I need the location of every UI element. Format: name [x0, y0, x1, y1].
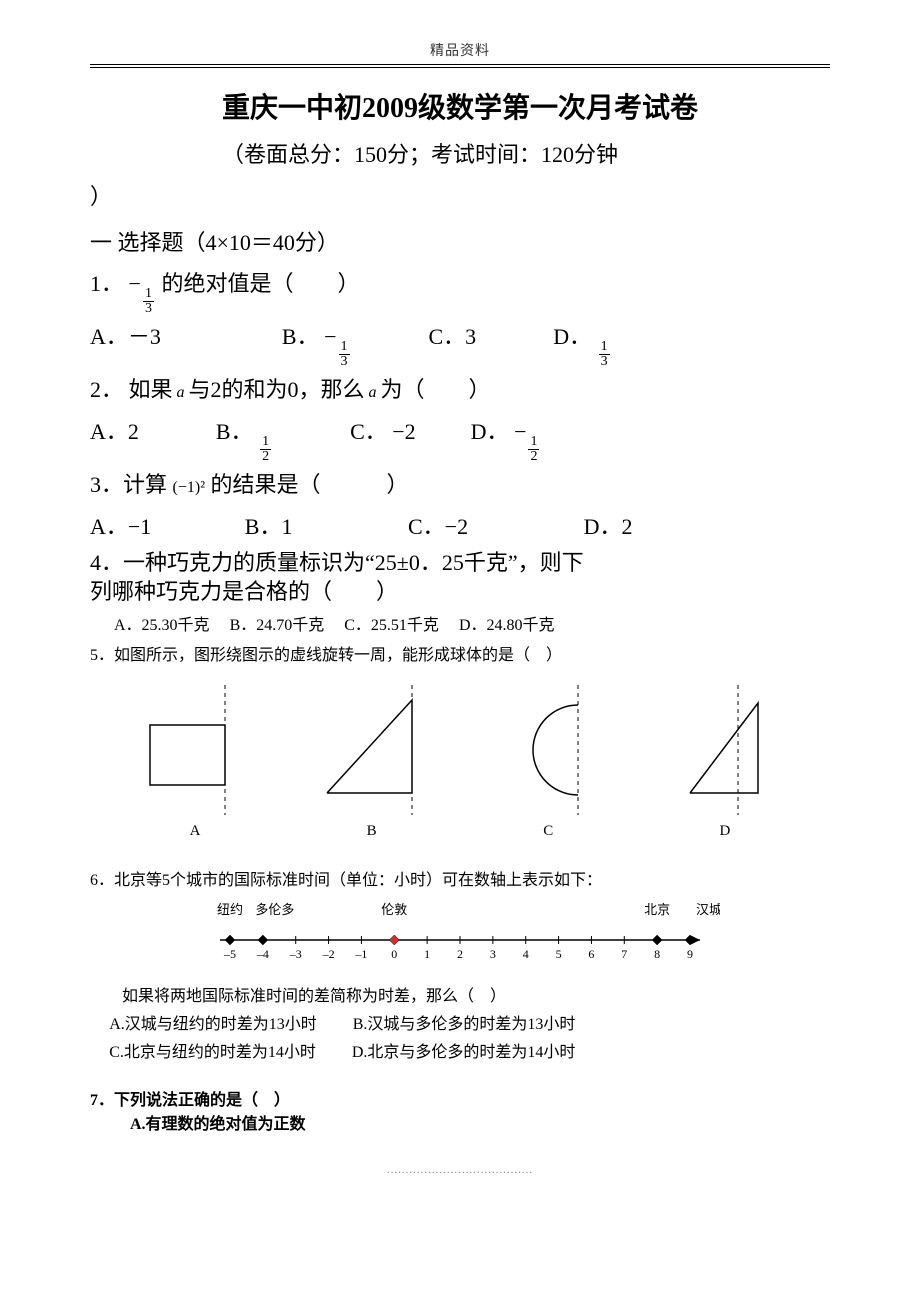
q1-stem-b: 的绝对值是（ ）	[161, 271, 359, 296]
figure-C-label: C	[543, 823, 553, 840]
q3-expr: (−1)²	[173, 479, 205, 496]
section-1-heading: 一 选择题（4×10＝40分）	[90, 222, 830, 264]
svg-text:–5: –5	[223, 947, 236, 961]
q2-var-a1: a	[173, 384, 189, 401]
q3-optB: B．1	[245, 514, 293, 539]
q2-optB-pre: B．	[216, 419, 253, 444]
q2-optD-pre: D．	[471, 419, 514, 444]
header-rule	[90, 64, 830, 68]
footer-dots: .......................................	[90, 1164, 830, 1176]
q2-stem-c: 为（ ）	[381, 377, 491, 402]
q1-options: A．－3 B． −13 C．3 D． 13	[90, 316, 830, 369]
svg-text:5: 5	[556, 947, 562, 961]
q3-optC: C．−2	[408, 514, 468, 539]
svg-text:–4: –4	[256, 947, 269, 961]
svg-text:4: 4	[523, 947, 529, 961]
question-2: 2． 如果 a 与2的和为0，那么 a 为（ ）	[90, 369, 830, 411]
svg-text:–1: –1	[354, 947, 367, 961]
question-1: 1． −13 的绝对值是（ ）	[90, 263, 830, 316]
svg-text:–3: –3	[289, 947, 302, 961]
page: 精品资料 重庆一中初2009级数学第一次月考试卷 （卷面总分：150分；考试时间…	[0, 0, 920, 1302]
q6-optC: C.北京与纽约的时差为14小时	[109, 1038, 316, 1062]
svg-text:多伦多: 多伦多	[255, 902, 294, 917]
q3-stem-b: 的结果是（ ）	[211, 472, 409, 497]
svg-text:汉城: 汉城	[696, 902, 720, 917]
q4-optB: B．24.70千克	[230, 617, 325, 634]
figure-B-label: B	[367, 823, 377, 840]
q4-options: A．25.30千克 B．24.70千克 C．25.51千克 D．24.80千克	[114, 611, 830, 635]
q3-options: A．−1 B．1 C．−2 D．2	[90, 506, 830, 548]
figure-C: C	[483, 685, 613, 840]
svg-text:8: 8	[654, 947, 660, 961]
q2-var-a2: a	[365, 384, 381, 401]
q4-optC: C．25.51千克	[344, 617, 439, 634]
q6-line2: 如果将两地国际标准时间的差简称为时差，那么（ ）	[90, 982, 830, 1006]
figure-D-label: D	[720, 823, 731, 840]
q4-line1: 4．一种巧克力的质量标识为“25±0．25千克”，则下	[90, 548, 830, 578]
question-3: 3．计算 (−1)² 的结果是（ ）	[90, 464, 830, 506]
question-5: 5．如图所示，图形绕图示的虚线旋转一周，能形成球体的是（ ）	[90, 641, 830, 665]
fraction-neg-one-third-2: −13	[324, 324, 357, 349]
q7-optA: A.有理数的绝对值为正数	[130, 1110, 830, 1134]
q6-options-row2: C.北京与纽约的时差为14小时 D.北京与多伦多的时差为14小时	[109, 1038, 830, 1062]
q4-line2: 列哪种巧克力是合格的（ ）	[90, 577, 830, 607]
figure-row: A B C D	[130, 685, 790, 840]
q3-stem-a: 3．计算	[90, 472, 167, 497]
question-6: 6．北京等5个城市的国际标准时间（单位：小时）可在数轴上表示如下：	[90, 866, 830, 890]
q6-optD: D.北京与多伦多的时差为14小时	[352, 1038, 576, 1062]
q6-optA: A.汉城与纽约的时差为13小时	[109, 1010, 317, 1034]
svg-text:3: 3	[490, 947, 496, 961]
q4-optA: A．25.30千克	[114, 617, 210, 634]
fraction-one-third: 13	[597, 324, 612, 349]
q2-optC: C． −2	[350, 419, 416, 444]
question-7: 7．下列说法正确的是（ ）	[90, 1086, 830, 1110]
svg-text:–2: –2	[322, 947, 335, 961]
svg-text:0: 0	[391, 947, 397, 961]
q1-stem-a: 1．	[90, 271, 123, 296]
q2-optA: A．2	[90, 419, 139, 444]
q2-stem-b: 与2的和为0，那么	[189, 377, 365, 402]
svg-text:1: 1	[424, 947, 430, 961]
question-4: 4．一种巧克力的质量标识为“25±0．25千克”，则下 列哪种巧克力是合格的（ …	[90, 548, 830, 607]
header-label: 精品资料	[90, 40, 830, 64]
figure-A: A	[130, 685, 260, 840]
exam-title: 重庆一中初2009级数学第一次月考试卷	[90, 86, 830, 126]
q3-optA: A．−1	[90, 514, 151, 539]
svg-text:北京: 北京	[644, 902, 670, 917]
q6-options-row1: A.汉城与纽约的时差为13小时 B.汉城与多伦多的时差为13小时	[109, 1010, 830, 1034]
fraction-one-half: 12	[258, 419, 279, 444]
figure-D: D	[660, 685, 790, 840]
figure-A-label: A	[190, 823, 201, 840]
svg-text:2: 2	[457, 947, 463, 961]
figure-B: B	[307, 685, 437, 840]
svg-text:纽约: 纽约	[217, 902, 243, 917]
q1-optC: C．3	[429, 324, 477, 349]
fraction-neg-one-third: −13	[129, 271, 162, 296]
q1-optD-pre: D．	[553, 324, 591, 349]
q1-optA: A．－3	[90, 324, 161, 349]
q1-optB-pre: B．	[282, 324, 319, 349]
exam-subtitle: （卷面总分：150分；考试时间：120分钟	[90, 134, 830, 176]
q6-optB: B.汉城与多伦多的时差为13小时	[353, 1010, 576, 1034]
q4-optD: D．24.80千克	[459, 617, 555, 634]
subtitle-text: （卷面总分：150分；考试时间：120分钟	[222, 142, 618, 167]
svg-text:6: 6	[588, 947, 594, 961]
q2-stem-a: 2． 如果	[90, 377, 173, 402]
svg-text:9: 9	[687, 947, 693, 961]
q3-optD: D．2	[584, 514, 633, 539]
svg-text:伦敦: 伦敦	[381, 902, 407, 917]
svg-text:7: 7	[621, 947, 627, 961]
q2-options: A．2 B． 12 C． −2 D． −12	[90, 411, 830, 464]
fraction-neg-one-half: −12	[514, 419, 541, 444]
number-line-figure: –5 –4 –3 –2 –1 0 1 2 3 4 5 6 7 8 9 纽约多伦多 伦敦 北京 汉城	[90, 898, 830, 968]
subtitle-close: ）	[90, 176, 830, 218]
